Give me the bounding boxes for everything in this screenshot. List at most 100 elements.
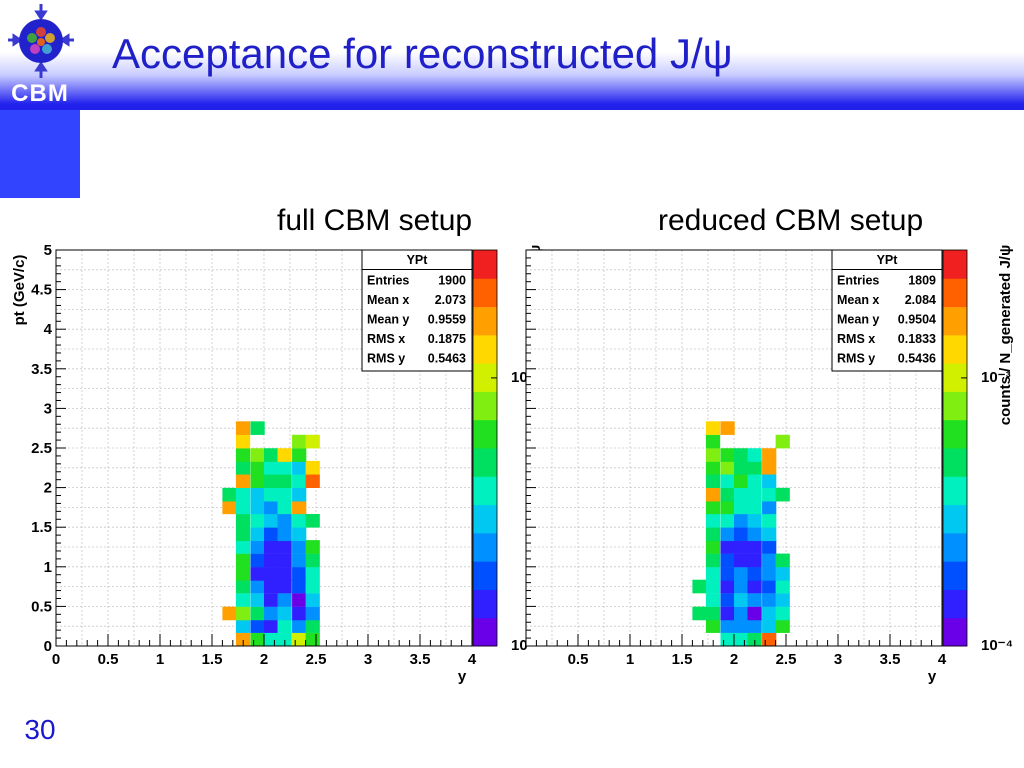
heatmap-bin bbox=[264, 540, 279, 554]
x-tick-label: 3.5 bbox=[880, 651, 901, 668]
x-tick-label: 3.5 bbox=[410, 651, 431, 668]
heatmap-bin bbox=[734, 579, 749, 594]
heatmap-bin bbox=[264, 487, 279, 502]
heatmap-bin bbox=[734, 448, 749, 462]
heatmap-bin bbox=[747, 567, 762, 581]
colorbar-cell bbox=[473, 448, 497, 477]
y-tick-label: 1 bbox=[44, 559, 52, 576]
y-tick-label: 4 bbox=[44, 321, 53, 338]
heatmap-bin bbox=[222, 487, 237, 502]
heatmap-bin bbox=[292, 619, 307, 633]
heatmap-bin bbox=[775, 567, 790, 581]
heatmap-bin bbox=[277, 500, 292, 515]
heatmap-bin bbox=[264, 632, 279, 647]
stats-row-value: 0.5436 bbox=[898, 352, 936, 366]
heatmap-bin bbox=[292, 513, 307, 528]
heatmap-bin bbox=[734, 593, 749, 607]
heatmap-bin bbox=[705, 434, 721, 449]
heatmap-bin bbox=[264, 593, 279, 607]
heatmap-bin bbox=[264, 527, 279, 542]
stats-row-value: 0.9504 bbox=[898, 313, 936, 327]
colorbar-cell bbox=[473, 561, 497, 590]
logo-text: CBM bbox=[11, 80, 69, 107]
heatmap-bin bbox=[277, 579, 292, 594]
heatmap-bin bbox=[250, 448, 265, 462]
stats-row-value: 1809 bbox=[908, 274, 936, 288]
heatmap-bin bbox=[775, 434, 790, 449]
colorbar-cell bbox=[473, 306, 497, 336]
heatmap-bin bbox=[235, 593, 251, 607]
heatmap-bin bbox=[250, 567, 265, 581]
heatmap-bin bbox=[292, 540, 307, 554]
x-tick-label: 2 bbox=[730, 651, 738, 668]
heatmap-bin bbox=[305, 567, 320, 581]
heatmap-bin bbox=[720, 567, 735, 581]
colorbar-cell bbox=[473, 391, 497, 421]
heatmap-bin bbox=[305, 434, 320, 449]
colorbar-cell bbox=[943, 532, 967, 562]
heatmap-bin bbox=[734, 606, 749, 621]
heatmap-bin bbox=[292, 448, 307, 462]
page-number: 30 bbox=[24, 714, 56, 745]
colorbar-cell bbox=[943, 504, 967, 534]
heatmap-bin bbox=[277, 527, 292, 542]
heatmap-bin bbox=[775, 579, 790, 594]
heatmap-bin bbox=[720, 579, 735, 594]
heatmap-bin bbox=[292, 500, 307, 515]
heatmap-bin bbox=[305, 619, 320, 633]
heatmap-bin bbox=[762, 579, 777, 594]
heatmap-bin bbox=[705, 619, 721, 633]
heatmap-bin bbox=[277, 593, 292, 607]
stats-row-label: RMS x bbox=[837, 332, 875, 346]
colorbar-frame bbox=[942, 249, 968, 647]
heatmap-bin bbox=[734, 527, 749, 542]
stats-box-title: YPt bbox=[407, 253, 429, 267]
heatmap-bin bbox=[747, 527, 762, 542]
heatmap-bin bbox=[720, 527, 735, 542]
stats-row-label: Mean x bbox=[837, 293, 879, 307]
heatmap-bin bbox=[277, 448, 292, 462]
heatmap-bin bbox=[277, 474, 292, 488]
heatmap-bin bbox=[762, 513, 777, 528]
heatmap-bin bbox=[264, 567, 279, 581]
y-tick-label: 0.5 bbox=[31, 598, 52, 615]
x-tick-label: 3 bbox=[834, 651, 842, 668]
heatmap-bin bbox=[264, 460, 279, 475]
heatmap-bin bbox=[747, 513, 762, 528]
heatmap-bin bbox=[734, 632, 749, 647]
heatmap-bin bbox=[720, 606, 735, 621]
colorbar-cell bbox=[943, 617, 967, 647]
heatmap-bin bbox=[705, 460, 721, 475]
x-tick-label: 4 bbox=[468, 651, 477, 668]
x-tick-label: 3 bbox=[364, 651, 372, 668]
heatmap-bin bbox=[775, 593, 790, 607]
heatmap-bin bbox=[720, 460, 735, 475]
heatmap-bin bbox=[747, 579, 762, 594]
heatmap-bin bbox=[222, 606, 237, 621]
stats-row-label: Mean y bbox=[367, 313, 409, 327]
heatmap-bin bbox=[292, 553, 307, 568]
colorbar-axis-label: counts / N_generated J/ψ bbox=[997, 245, 1014, 426]
heatmap-bin bbox=[305, 460, 320, 475]
x-axis-label: y bbox=[928, 668, 937, 685]
left-accent-block bbox=[0, 110, 80, 198]
y-tick-label: 3.5 bbox=[31, 361, 52, 378]
heatmap-bin bbox=[250, 632, 265, 647]
heatmap-bin bbox=[775, 606, 790, 621]
heatmap-bin bbox=[235, 448, 251, 462]
heatmap-bin bbox=[762, 553, 777, 568]
heatmap-bin bbox=[277, 632, 292, 647]
heatmap-bin bbox=[292, 460, 307, 475]
heatmap-bin bbox=[705, 579, 721, 594]
colorbar-cell bbox=[473, 334, 497, 364]
heatmap-bin bbox=[264, 606, 279, 621]
heatmap-bin bbox=[235, 632, 251, 647]
x-tick-label: 4 bbox=[938, 651, 947, 668]
plot-full-setup: 0 0.5 1 1.5 2 2.5 3 3.5 4y00.511.522.533.544.55p… bbox=[11, 242, 544, 685]
heatmap-bin bbox=[705, 606, 721, 621]
x-tick-label: 2.5 bbox=[306, 651, 327, 668]
heatmap-bin bbox=[250, 487, 265, 502]
heatmap-bin bbox=[305, 553, 320, 568]
